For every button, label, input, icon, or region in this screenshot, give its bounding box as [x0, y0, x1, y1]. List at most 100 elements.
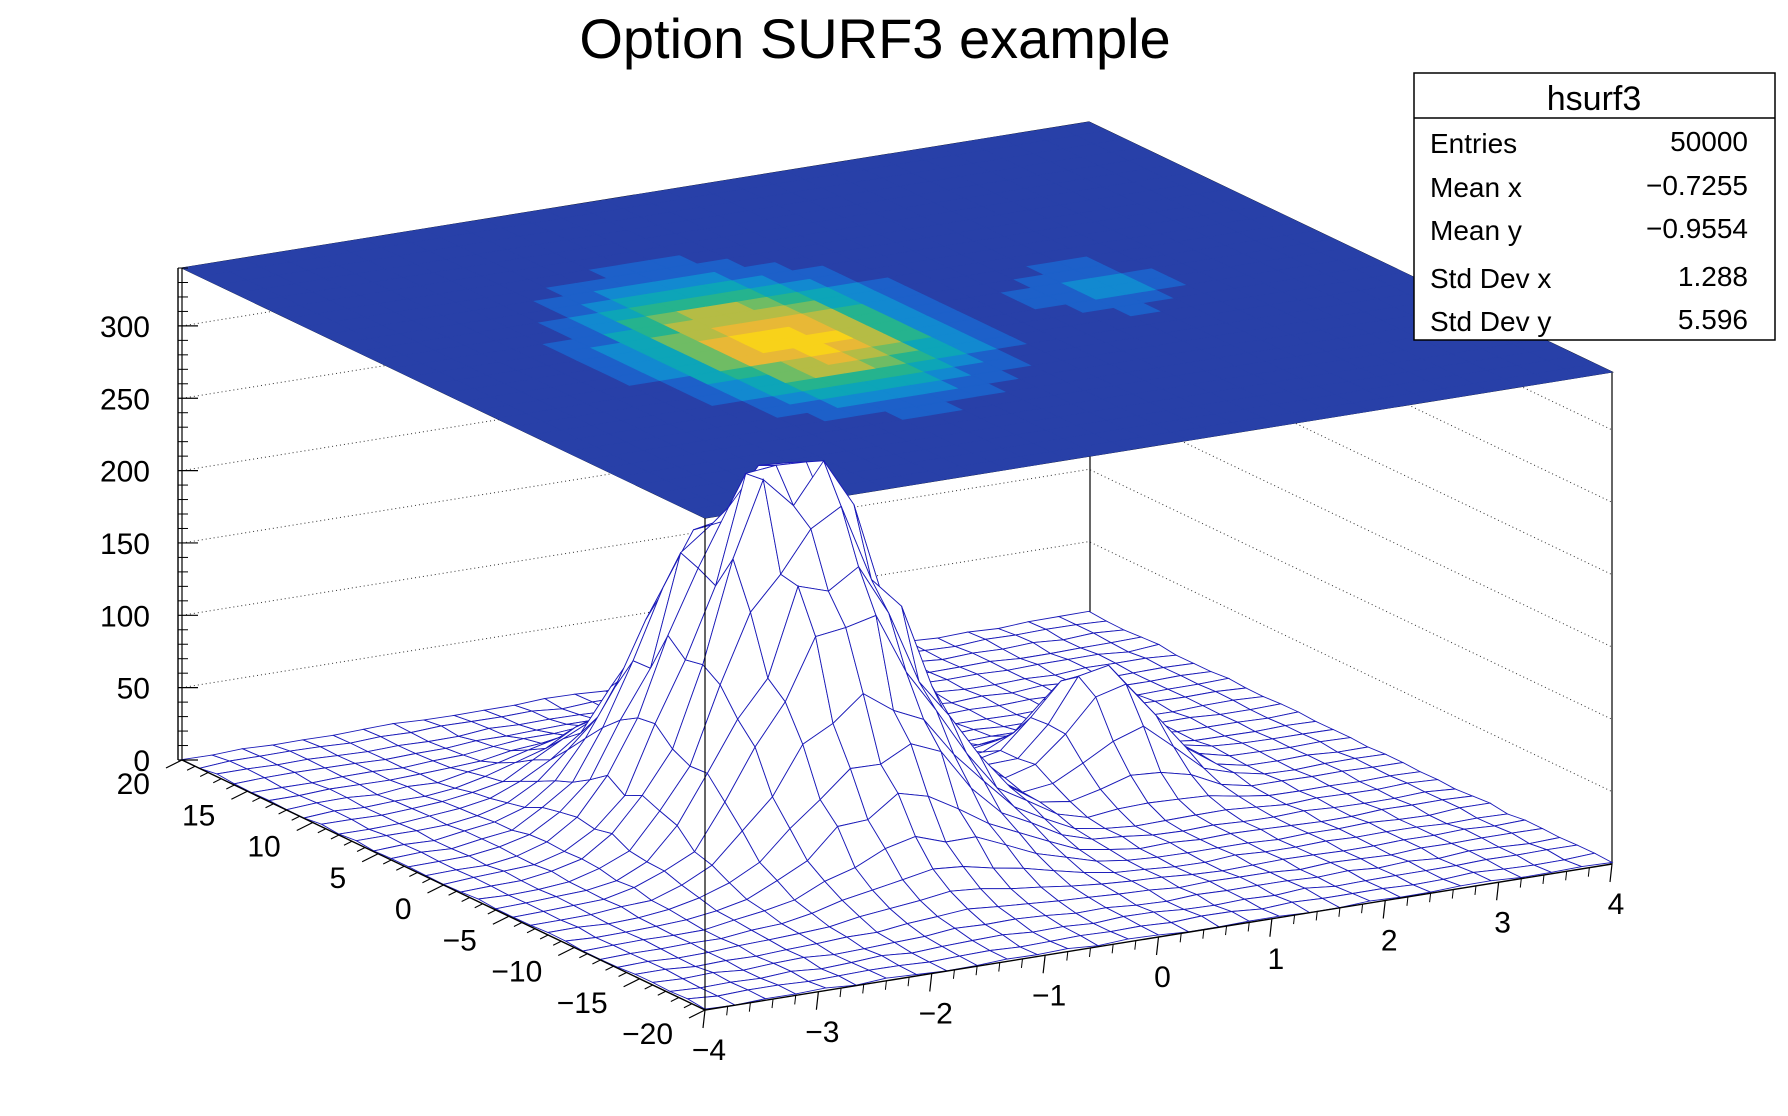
stats-label-std-dev-x: Std Dev x: [1430, 263, 1551, 294]
stats-box-name: hsurf3: [1547, 80, 1642, 118]
y-minor-tick: [396, 865, 405, 871]
stats-value-std-dev-y: 5.596: [1678, 304, 1748, 335]
y-minor-tick: [278, 809, 287, 815]
x-tick: [1382, 900, 1386, 919]
x-minor-tick: [794, 995, 797, 1005]
y-minor-tick: [592, 959, 601, 965]
x-minor-tick: [1225, 925, 1228, 936]
y-minor-tick: [670, 997, 680, 1002]
x-tick-label: −4: [692, 1034, 726, 1067]
y-tick-label: −15: [557, 987, 608, 1020]
x-minor-tick: [726, 1006, 729, 1016]
x-minor-tick: [1247, 922, 1250, 932]
x-minor-tick: [1111, 944, 1114, 954]
x-minor-tick: [1088, 947, 1091, 958]
x-minor-tick: [1565, 871, 1568, 881]
y-minor-tick: [265, 803, 274, 809]
y-minor-tick: [330, 834, 340, 840]
contour-cell: [1057, 121, 1108, 136]
y-minor-tick: [356, 847, 366, 852]
stats-label-mean-x: Mean x: [1430, 172, 1522, 203]
y-minor-tick: [409, 872, 418, 877]
y-minor-tick: [252, 797, 261, 802]
x-minor-tick: [1293, 915, 1296, 925]
y-tick: [492, 915, 510, 925]
x-minor-tick: [884, 980, 887, 990]
z-tick-label: 100: [100, 600, 150, 633]
x-minor-tick: [907, 977, 910, 987]
x-minor-tick: [1542, 874, 1545, 885]
y-tick-label: −10: [491, 956, 542, 989]
y-minor-tick: [487, 909, 497, 915]
surface-mesh: [180, 459, 1614, 1010]
y-tick: [361, 853, 379, 863]
stats-label-entries: Entries: [1430, 128, 1517, 159]
y-tick: [427, 884, 444, 894]
x-tick: [929, 973, 933, 992]
x-minor-tick: [1406, 896, 1409, 906]
x-minor-tick: [748, 1002, 751, 1012]
x-minor-tick: [1587, 867, 1590, 877]
y-minor-tick: [474, 903, 483, 909]
y-minor-tick: [448, 890, 457, 896]
x-tick-label: 0: [1154, 961, 1171, 994]
top-contour-plane: [180, 121, 1614, 519]
x-tick: [1496, 882, 1500, 901]
y-minor-tick: [539, 934, 549, 940]
y-minor-tick: [317, 828, 327, 834]
y-minor-tick: [552, 940, 562, 946]
x-tick: [1609, 863, 1613, 883]
stats-value-mean-x: −0.7255: [1646, 170, 1748, 201]
z-tick-label: 150: [100, 528, 150, 561]
x-minor-tick: [1202, 929, 1205, 939]
y-minor-tick: [226, 784, 235, 790]
z-tick-label: 0: [133, 745, 150, 778]
y-minor-tick: [291, 815, 300, 821]
y-minor-tick: [199, 772, 209, 777]
x-minor-tick: [998, 962, 1001, 972]
y-minor-tick: [618, 972, 627, 977]
y-tick: [165, 759, 183, 769]
y-minor-tick: [657, 990, 666, 996]
y-tick-label: 5: [329, 862, 346, 895]
y-tick-label: −5: [443, 924, 477, 957]
z-tick-label: 250: [100, 383, 150, 416]
stats-value-mean-y: −0.9554: [1646, 213, 1748, 244]
y-tick-label: 10: [247, 831, 280, 864]
x-minor-tick: [771, 998, 774, 1009]
y-minor-tick: [422, 878, 431, 884]
surface-cell: [1562, 852, 1614, 868]
y-minor-tick: [213, 778, 222, 784]
plot-title: Option SURF3 example: [579, 7, 1170, 70]
y-minor-tick: [579, 953, 588, 959]
x-minor-tick: [1020, 958, 1023, 968]
y-tick-label: 15: [182, 799, 215, 832]
y-minor-tick: [605, 965, 614, 971]
y-minor-tick: [186, 765, 196, 771]
x-tick-label: 4: [1608, 888, 1625, 921]
x-minor-tick: [1315, 911, 1318, 921]
y-tick-label: −20: [622, 1018, 673, 1051]
x-minor-tick: [1451, 889, 1454, 899]
z-tick-label: 200: [100, 456, 150, 489]
stats-label-std-dev-y: Std Dev y: [1430, 306, 1551, 337]
y-minor-tick: [526, 928, 536, 934]
stats-label-mean-y: Mean y: [1430, 215, 1522, 246]
y-minor-tick: [461, 897, 470, 902]
x-minor-tick: [1474, 885, 1477, 895]
x-tick: [1269, 918, 1273, 937]
x-tick: [1042, 955, 1046, 974]
y-tick: [296, 821, 314, 832]
x-tick-label: 2: [1381, 925, 1398, 958]
x-minor-tick: [862, 984, 865, 994]
x-minor-tick: [1429, 893, 1432, 903]
stats-value-entries: 50000: [1670, 126, 1748, 157]
x-tick-label: −2: [919, 998, 953, 1031]
y-minor-tick: [644, 984, 653, 990]
x-tick-label: −3: [805, 1016, 839, 1049]
y-minor-tick: [513, 922, 523, 927]
y-tick: [688, 1009, 706, 1019]
x-minor-tick: [975, 966, 978, 976]
z-tick-label: 300: [100, 311, 150, 344]
